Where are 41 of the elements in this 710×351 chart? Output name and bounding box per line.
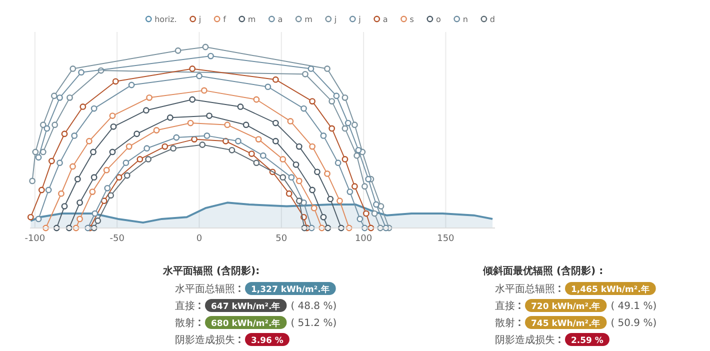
category-label: 水平面总辐照 (175, 283, 235, 295)
category-label: 散射 (175, 317, 195, 329)
text: ( 51.2 %) (290, 318, 337, 329)
x-tick-label: -50 (110, 234, 125, 244)
category-label: 直接 (495, 300, 515, 312)
text: 647 kWh/m².年 (211, 302, 281, 312)
legend-label: j (333, 15, 337, 24)
text: ( 48.8 %) (290, 301, 337, 312)
category-label: 散射 (495, 317, 515, 329)
text: 1,465 kWh/m².年 (571, 285, 650, 295)
legend-label: n (462, 15, 468, 24)
x-tick-label: 0 (196, 234, 202, 244)
legend-label: a (278, 15, 283, 24)
legend-label: j (198, 15, 202, 24)
legend-label: j (358, 15, 361, 24)
text: 680 kWh/m².年 (211, 319, 281, 329)
legend-label: f (223, 15, 226, 24)
legend-label: m (248, 15, 256, 24)
text: 720 kWh/m².年 (531, 302, 601, 312)
legend-label: o (436, 15, 441, 24)
x-tick-label: -100 (24, 234, 46, 244)
text: ( 49.1 %) (610, 301, 657, 312)
x-tick-label: 50 (276, 234, 288, 244)
category-label: 水平面总辐照 (495, 283, 555, 295)
category-label: 直接 (175, 300, 195, 312)
category-label: 阴影造成损失 (175, 334, 235, 346)
legend-label: d (490, 15, 495, 24)
text: ( 50.9 %) (610, 318, 657, 329)
legend-label: a (382, 15, 388, 24)
legend-label: m (304, 15, 313, 24)
x-tick-label: 100 (354, 234, 372, 244)
x-tick-label: 150 (437, 234, 455, 244)
text: 745 kWh/m².年 (531, 319, 601, 329)
category-label: 阴影造成损失 (495, 334, 555, 346)
text: 倾斜面最优辐照 (含阴影) : (482, 265, 604, 277)
legend-label: s (410, 15, 414, 24)
text: 水平面辐照 (含阴影): (162, 265, 260, 277)
legend-label: horiz. (154, 15, 177, 24)
text: 2.59 % (571, 336, 604, 346)
text: 3.96 % (251, 336, 284, 346)
text: 1,327 kWh/m².年 (251, 285, 330, 295)
